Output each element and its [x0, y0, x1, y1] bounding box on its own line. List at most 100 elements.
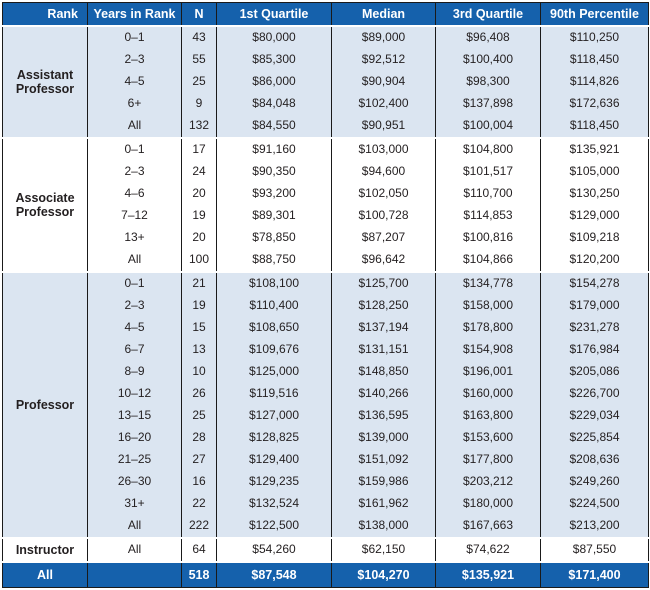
table-row: All 100 $88,750 $96,642 $104,866 $120,200: [3, 249, 649, 272]
years-cell: 8–9: [87, 361, 182, 383]
q1-cell: $89,301: [216, 205, 332, 227]
table-row: 26–30 16 $129,235 $159,986 $203,212 $249,260: [3, 471, 649, 493]
table-row: 31+ 22 $132,524 $161,962 $180,000 $224,500: [3, 493, 649, 515]
table-row: All 132 $84,550 $90,951 $100,004 $118,450: [3, 115, 649, 138]
p90-cell: $129,000: [540, 205, 649, 227]
table-row: 8–9 10 $125,000 $148,850 $196,001 $205,086: [3, 361, 649, 383]
median-cell: $138,000: [331, 515, 436, 538]
q1-cell: $80,000: [216, 25, 332, 49]
n-cell: 100: [181, 249, 217, 272]
n-cell: 24: [181, 161, 217, 183]
p90-cell: $109,218: [540, 227, 649, 249]
q3-cell: $104,866: [435, 249, 541, 272]
table-row: Professor 0–1 21 $108,100 $125,700 $134,778 $1…: [2, 271, 649, 538]
median-cell: $90,904: [331, 71, 436, 93]
q3-cell: $100,004: [435, 115, 541, 138]
table-row: 21–25 27 $129,400 $151,092 $177,800 $208,636: [3, 449, 649, 471]
q1-cell: $110,400: [216, 295, 332, 317]
p90-cell: $176,984: [540, 339, 649, 361]
years-cell: All: [87, 249, 182, 272]
table-row: 7–12 19 $89,301 $100,728 $114,853 $129,000: [3, 205, 649, 227]
n-cell: 21: [181, 271, 217, 295]
col-header-90th-percentile: 90th Percentile: [540, 2, 649, 27]
table-row: 4–5 25 $86,000 $90,904 $98,300 $114,826: [3, 71, 649, 93]
table-row: 2–3 19 $110,400 $128,250 $158,000 $179,000: [3, 295, 649, 317]
median-cell: $87,207: [331, 227, 436, 249]
p90-cell: $229,034: [540, 405, 649, 427]
totals-years-cell: [87, 561, 182, 588]
years-cell: 6+: [87, 93, 182, 115]
years-cell: 2–3: [87, 49, 182, 71]
median-cell: $102,400: [331, 93, 436, 115]
table-row: 16–20 28 $128,825 $139,000 $153,600 $225,854: [3, 427, 649, 449]
median-cell: $139,000: [331, 427, 436, 449]
q3-cell: $110,700: [435, 183, 541, 205]
median-cell: $161,962: [331, 493, 436, 515]
n-cell: 20: [181, 183, 217, 205]
q1-cell: $125,000: [216, 361, 332, 383]
median-cell: $89,000: [331, 25, 436, 49]
q3-cell: $104,800: [435, 137, 541, 161]
years-cell: All: [87, 537, 182, 562]
p90-cell: $226,700: [540, 383, 649, 405]
years-cell: 26–30: [87, 471, 182, 493]
table-row: Instructor All 64 $54,260 $62,150 $74,622 $87,…: [2, 537, 649, 562]
p90-cell: $224,500: [540, 493, 649, 515]
median-cell: $159,986: [331, 471, 436, 493]
years-cell: 4–5: [87, 317, 182, 339]
median-cell: $92,512: [331, 49, 436, 71]
table-row: 13+ 20 $78,850 $87,207 $100,816 $109,218: [3, 227, 649, 249]
totals-rank-cell: All: [2, 561, 88, 588]
median-cell: $137,194: [331, 317, 436, 339]
n-cell: 25: [181, 405, 217, 427]
q3-cell: $158,000: [435, 295, 541, 317]
q3-cell: $74,622: [435, 537, 541, 562]
totals-row: All 518 $87,548 $104,270 $135,921 $171,4…: [2, 561, 649, 588]
median-cell: $102,050: [331, 183, 436, 205]
table-row: Assistant Professor 0–1 43 $80,000 $89,000 $9…: [2, 25, 649, 138]
years-cell: 0–1: [87, 137, 182, 161]
years-cell: 10–12: [87, 383, 182, 405]
years-cell: 6–7: [87, 339, 182, 361]
median-cell: $128,250: [331, 295, 436, 317]
years-cell: 2–3: [87, 161, 182, 183]
n-cell: 43: [181, 25, 217, 49]
q1-cell: $84,550: [216, 115, 332, 138]
p90-cell: $118,450: [540, 49, 649, 71]
median-cell: $103,000: [331, 137, 436, 161]
median-cell: $100,728: [331, 205, 436, 227]
q1-cell: $128,825: [216, 427, 332, 449]
q1-cell: $84,048: [216, 93, 332, 115]
q3-cell: $98,300: [435, 71, 541, 93]
q3-cell: $134,778: [435, 271, 541, 295]
table-row: 10–12 26 $119,516 $140,266 $160,000 $226,700: [3, 383, 649, 405]
q1-cell: $119,516: [216, 383, 332, 405]
q3-cell: $100,400: [435, 49, 541, 71]
table-row: 6+ 9 $84,048 $102,400 $137,898 $172,636: [3, 93, 649, 115]
median-cell: $90,951: [331, 115, 436, 138]
p90-cell: $225,854: [540, 427, 649, 449]
n-cell: 19: [181, 295, 217, 317]
q3-cell: $153,600: [435, 427, 541, 449]
p90-cell: $231,278: [540, 317, 649, 339]
p90-cell: $135,921: [540, 137, 649, 161]
col-header-n: N: [181, 2, 217, 27]
totals-q1-cell: $87,548: [216, 561, 332, 588]
q1-cell: $54,260: [216, 537, 332, 562]
years-cell: 4–5: [87, 71, 182, 93]
median-cell: $151,092: [331, 449, 436, 471]
n-cell: 9: [181, 93, 217, 115]
col-header-years-in-rank: Years in Rank: [87, 2, 182, 27]
n-cell: 16: [181, 471, 217, 493]
n-cell: 15: [181, 317, 217, 339]
table-row: 6–7 13 $109,676 $131,151 $154,908 $176,984: [3, 339, 649, 361]
q3-cell: $101,517: [435, 161, 541, 183]
totals-p90-cell: $171,400: [540, 561, 649, 588]
years-cell: 31+: [87, 493, 182, 515]
n-cell: 22: [181, 493, 217, 515]
p90-cell: $179,000: [540, 295, 649, 317]
p90-cell: $249,260: [540, 471, 649, 493]
q3-cell: $114,853: [435, 205, 541, 227]
